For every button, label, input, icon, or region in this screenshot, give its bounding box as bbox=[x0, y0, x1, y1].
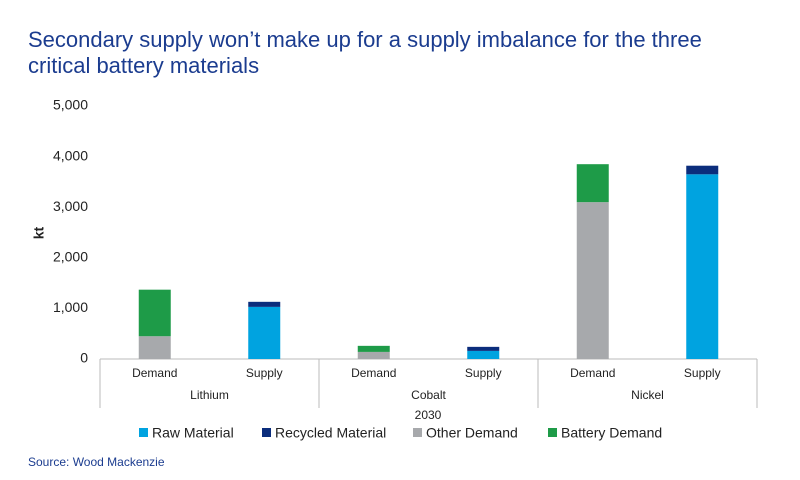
bar-segment bbox=[686, 174, 719, 359]
bar-segment bbox=[248, 301, 281, 307]
legend-label: Recycled Material bbox=[275, 425, 386, 441]
bar-segment bbox=[357, 351, 390, 359]
legend-swatch bbox=[262, 428, 271, 437]
legend-swatch bbox=[413, 428, 422, 437]
x-tick-label: Demand bbox=[570, 366, 615, 380]
bar-segment bbox=[357, 345, 390, 352]
bar-segment bbox=[576, 164, 609, 203]
bar-segment bbox=[248, 306, 281, 359]
x-tick-label: Demand bbox=[132, 366, 177, 380]
legend-label: Raw Material bbox=[152, 425, 234, 441]
x-tick-label: Supply bbox=[684, 366, 721, 380]
group-label: Lithium bbox=[190, 388, 229, 402]
x-tick-label: Supply bbox=[246, 366, 283, 380]
y-tick-label: 2,000 bbox=[53, 249, 88, 265]
chart-title: critical battery materials bbox=[28, 53, 259, 78]
y-tick-label: 0 bbox=[80, 350, 88, 366]
x-axis-label: 2030 bbox=[415, 408, 442, 422]
bar-segment bbox=[138, 336, 171, 359]
bar-segment bbox=[576, 202, 609, 359]
x-tick-label: Supply bbox=[465, 366, 502, 380]
legend-label: Other Demand bbox=[426, 425, 518, 441]
legend-swatch bbox=[548, 428, 557, 437]
group-label: Cobalt bbox=[411, 388, 446, 402]
y-tick-label: 5,000 bbox=[53, 97, 88, 113]
bar-segment bbox=[686, 165, 719, 175]
legend-swatch bbox=[139, 428, 148, 437]
y-tick-label: 1,000 bbox=[53, 299, 88, 315]
bar-segment bbox=[467, 350, 500, 359]
y-tick-label: 4,000 bbox=[53, 147, 88, 163]
chart-title: Secondary supply won’t make up for a sup… bbox=[28, 27, 702, 52]
y-tick-label: 3,000 bbox=[53, 198, 88, 214]
group-label: Nickel bbox=[631, 388, 664, 402]
y-axis-label: kt bbox=[31, 226, 47, 239]
bar-segment bbox=[138, 289, 171, 337]
bar-segment bbox=[467, 346, 500, 351]
source: Source: Wood Mackenzie bbox=[28, 455, 165, 469]
legend-label: Battery Demand bbox=[561, 425, 662, 441]
x-tick-label: Demand bbox=[351, 366, 396, 380]
